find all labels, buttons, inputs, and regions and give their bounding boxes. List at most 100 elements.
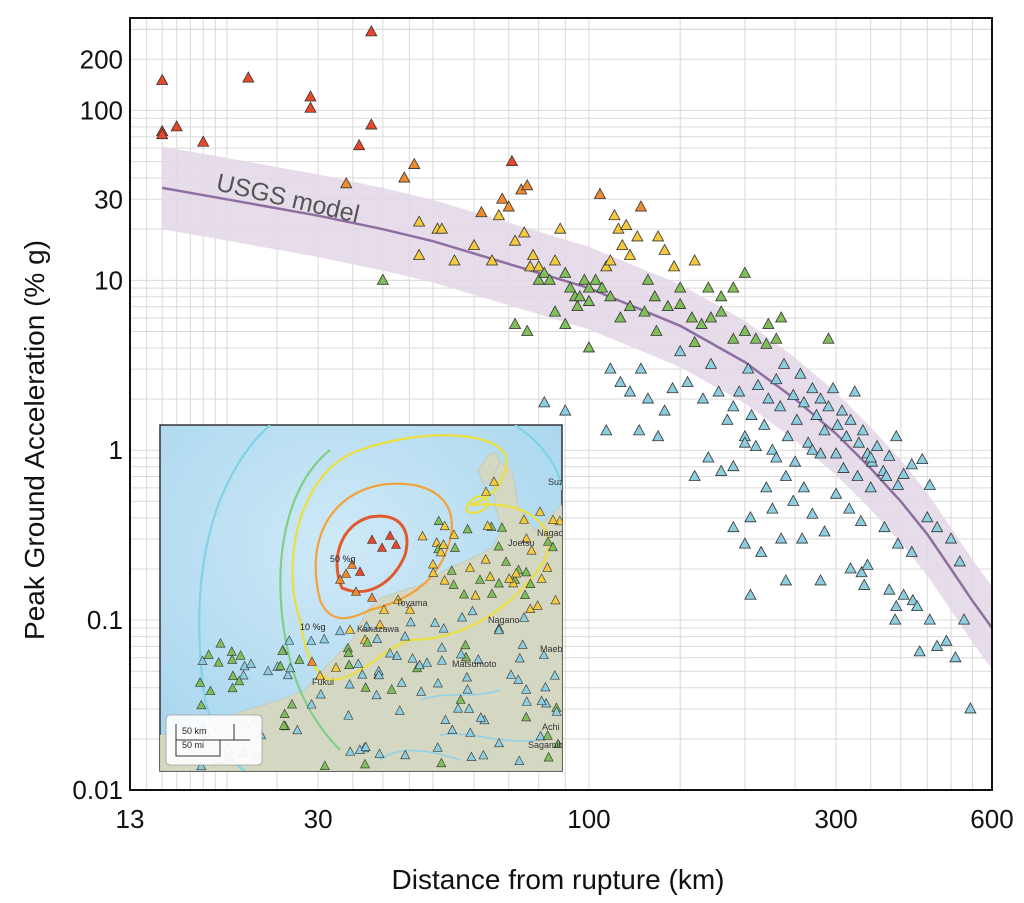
data-point xyxy=(623,248,637,260)
data-point xyxy=(600,260,613,272)
data-point xyxy=(749,332,763,344)
data-point xyxy=(844,562,857,574)
map-station xyxy=(284,635,295,645)
data-point xyxy=(156,127,169,140)
data-point xyxy=(304,101,317,113)
data-point xyxy=(304,90,317,102)
map-station xyxy=(511,567,522,578)
map-station xyxy=(292,724,303,735)
data-point xyxy=(742,362,755,374)
x-tick-label: 600 xyxy=(970,804,1013,834)
map-station xyxy=(360,682,371,692)
map-station xyxy=(475,712,486,722)
map-station xyxy=(453,703,464,713)
city-label: Nagao xyxy=(537,528,564,538)
y-axis-ticks: 0.01 0.1 1 10 30 100 200 xyxy=(72,44,123,805)
data-point xyxy=(870,439,884,452)
data-point xyxy=(762,317,775,329)
map-station xyxy=(462,683,473,694)
city-label: Matsumoto xyxy=(452,659,497,669)
data-point xyxy=(840,429,853,442)
data-point xyxy=(521,178,534,191)
data-point xyxy=(829,487,843,499)
map-station xyxy=(520,589,531,599)
map-station xyxy=(315,688,326,699)
map-station xyxy=(439,575,450,585)
map-station xyxy=(353,658,364,668)
data-point xyxy=(714,464,728,476)
map-station xyxy=(343,710,354,720)
data-point xyxy=(732,385,746,397)
data-point xyxy=(852,436,866,448)
map-station xyxy=(285,662,296,673)
map-station xyxy=(227,654,238,664)
map-station xyxy=(433,515,444,525)
map-station xyxy=(335,625,346,636)
map-station xyxy=(294,654,305,664)
data-point xyxy=(523,260,537,272)
map-station xyxy=(553,738,562,749)
data-point xyxy=(880,469,893,481)
map-scale-box: 50 km 50 mi xyxy=(165,714,263,766)
data-point xyxy=(738,324,752,336)
data-point xyxy=(688,254,701,266)
data-point xyxy=(651,429,665,442)
map-station xyxy=(245,658,256,669)
map-station xyxy=(551,706,562,716)
data-point xyxy=(949,650,962,663)
data-point xyxy=(448,254,461,266)
city-label: Sagamihar xyxy=(528,740,572,750)
data-point xyxy=(794,367,807,379)
map-station xyxy=(319,760,330,770)
map-station xyxy=(416,686,427,696)
map-station xyxy=(203,649,214,659)
data-point xyxy=(744,510,757,523)
city-label: Maeb xyxy=(540,644,563,654)
map-station xyxy=(514,755,525,765)
data-point xyxy=(883,449,896,461)
contour-yellow xyxy=(291,434,550,682)
map-station xyxy=(438,623,449,633)
map-station xyxy=(432,677,443,688)
map-station xyxy=(525,603,536,614)
data-point xyxy=(864,481,877,493)
map-station xyxy=(282,669,293,680)
data-point xyxy=(661,299,675,312)
map-station xyxy=(205,685,216,696)
map-station xyxy=(440,714,451,725)
data-point xyxy=(910,599,924,612)
map-station xyxy=(462,523,473,534)
map-station xyxy=(393,594,403,604)
map-station xyxy=(501,556,511,566)
y-tick-label: 1 xyxy=(109,435,123,465)
map-station xyxy=(487,588,497,598)
data-point xyxy=(614,375,627,388)
data-point xyxy=(712,385,725,397)
data-point xyxy=(365,118,378,130)
map-station xyxy=(386,684,397,694)
x-tick-label: 100 xyxy=(567,804,610,834)
data-point xyxy=(667,260,681,272)
contour-label-50: 50 %g xyxy=(330,554,356,564)
map-station xyxy=(431,537,442,547)
scale-mi-label: 50 mi xyxy=(182,740,204,750)
noto-peninsula xyxy=(477,451,501,487)
data-point xyxy=(774,532,788,544)
map-station xyxy=(493,540,504,551)
data-point xyxy=(702,451,715,463)
map-station xyxy=(435,546,446,557)
map-station xyxy=(436,655,447,665)
data-point xyxy=(774,400,787,412)
data-point xyxy=(559,266,572,278)
map-station xyxy=(307,656,317,666)
data-point xyxy=(754,545,768,557)
data-point xyxy=(964,702,977,714)
prefecture-lines xyxy=(379,689,541,761)
map-station xyxy=(234,675,245,686)
data-point xyxy=(921,510,934,523)
map-station xyxy=(525,578,536,588)
data-point xyxy=(727,459,740,472)
data-point xyxy=(822,332,835,344)
map-station xyxy=(540,681,551,692)
